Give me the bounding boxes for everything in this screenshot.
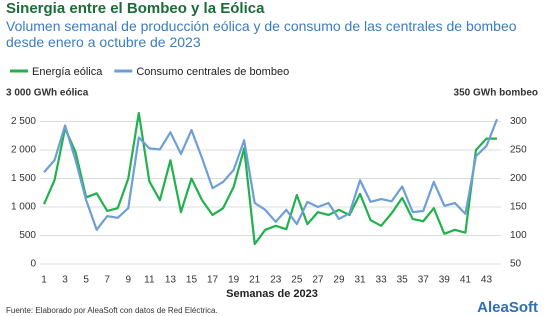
x-tick-label: 21 [249, 275, 261, 286]
chart-title: Sinergia entre el Bombeo y la Eólica [6, 0, 265, 17]
x-tick-label: 17 [207, 275, 219, 286]
y2-tick-label: 50 [510, 259, 522, 270]
x-tick-label: 35 [397, 275, 409, 286]
x-tick-label: 43 [481, 275, 493, 286]
x-tick-label: 33 [376, 275, 388, 286]
legend-label: Consumo centrales de bombeo [136, 66, 289, 78]
y2-tick-label: 300 [510, 116, 527, 127]
y2-tick-label: 200 [510, 173, 527, 184]
source: Fuente: Elaborado por AleaSoft con datos… [6, 306, 218, 315]
logo: AleaSoft [477, 299, 538, 316]
x-tick-label: 3 [62, 275, 68, 286]
x-tick-label: 7 [104, 275, 110, 286]
x-tick-label: 41 [460, 275, 472, 286]
x-axis-label: Semanas de 2023 [226, 288, 318, 300]
x-tick-label: 27 [312, 275, 324, 286]
x-tick-label: 5 [83, 275, 89, 286]
x-tick-label: 19 [228, 275, 240, 286]
x-tick-label: 29 [333, 275, 345, 286]
y2-tick-label: 250 [510, 145, 527, 156]
y-tick-label: 500 [19, 230, 36, 241]
series-line [42, 111, 497, 246]
y2-tick-label: 100 [510, 230, 527, 241]
x-tick-label: 31 [354, 275, 366, 286]
legend-label: Energía eólica [32, 66, 103, 78]
y2-tick-label: 150 [510, 202, 527, 213]
chart-subtitle: Volumen semanal de producción eólica y d… [6, 18, 517, 50]
x-tick-label: 15 [186, 275, 198, 286]
y2-tick-label: 350 GWh bombeo [454, 88, 538, 99]
x-tick-label: 25 [291, 275, 303, 286]
y-tick-label: 1 500 [11, 173, 36, 184]
y-tick-label: 2 000 [11, 145, 36, 156]
series-line [43, 118, 499, 231]
x-tick-label: 23 [270, 275, 282, 286]
x-tick-label: 11 [144, 275, 155, 286]
y-tick-label: 1 000 [11, 202, 36, 213]
header: Sinergia entre el Bombeo y la Eólica Vol… [6, 0, 517, 50]
x-tick-label: 37 [418, 275, 430, 286]
y-tick-label: 2 500 [11, 116, 36, 127]
x-tick-label: 1 [41, 275, 47, 286]
x-tick-label: 9 [125, 275, 131, 286]
y-tick-label: 3 000 GWh eólica [6, 88, 89, 99]
y-tick-label: 0 [30, 259, 36, 270]
x-tick-label: 39 [439, 275, 451, 286]
x-tick-label: 13 [165, 275, 177, 286]
